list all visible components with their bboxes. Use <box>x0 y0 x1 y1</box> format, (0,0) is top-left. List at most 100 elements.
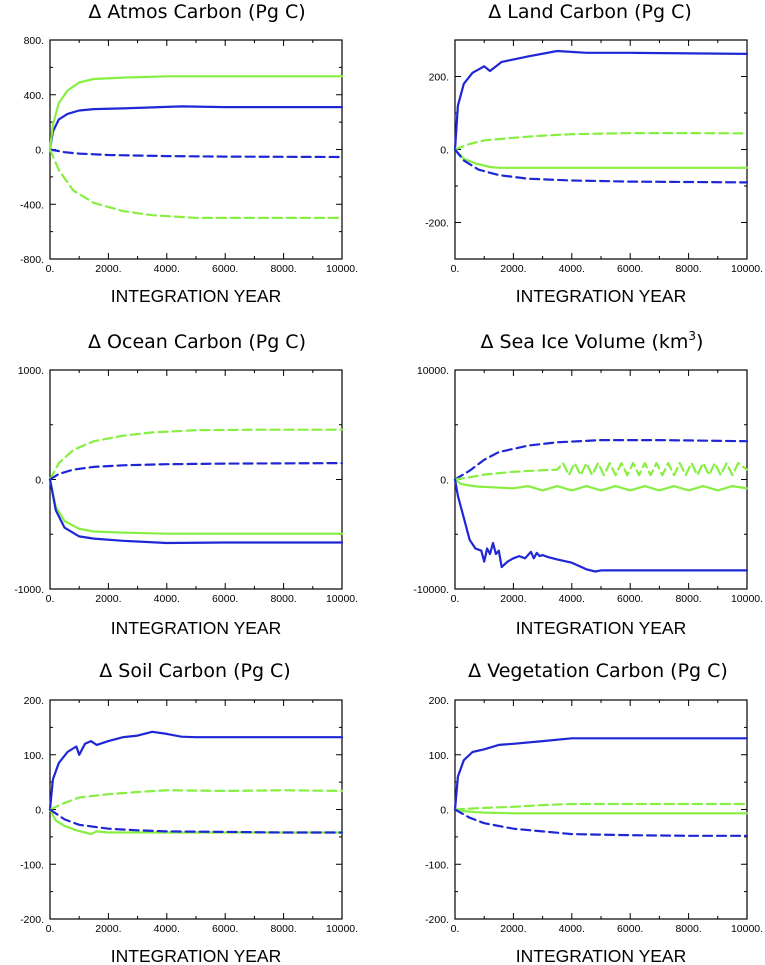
series-line-blue-dashed <box>453 439 749 481</box>
series-group <box>453 737 749 837</box>
x-tick-label: 10000. <box>326 923 358 935</box>
series-group <box>453 439 749 573</box>
series-group <box>48 730 344 836</box>
x-tick-label: 4000. <box>154 263 180 275</box>
series-line-green-dashed <box>48 148 344 219</box>
x-tick-label: 0. <box>451 263 460 275</box>
panel-title: Δ Land Carbon (Pg C) <box>488 1 692 23</box>
series-line-green-dashed <box>453 802 749 811</box>
x-tick-label: 4000. <box>154 593 180 605</box>
y-tick-label: -200. <box>425 218 449 230</box>
series-group <box>48 428 344 545</box>
y-tick-label: -800. <box>20 254 44 266</box>
series-group <box>48 75 344 219</box>
x-axis-label: INTEGRATION YEAR <box>111 286 282 306</box>
series-line-blue-solid <box>48 730 344 811</box>
y-tick-label: 200. <box>24 695 44 707</box>
y-tick-label: 0. <box>440 805 449 817</box>
x-tick-label: 10000. <box>731 593 763 605</box>
x-tick-label: 10000. <box>326 263 358 275</box>
y-tick-label: 0. <box>35 145 44 157</box>
series-line-blue-dashed <box>453 808 749 837</box>
x-axis-label: INTEGRATION YEAR <box>516 618 687 638</box>
series-line-blue-dashed <box>48 148 344 159</box>
panel-land-carbon: Δ Land Carbon (Pg C) 0. 2000. 4000. 6000. 80… <box>425 1 763 306</box>
panel-title: Δ Atmos Carbon (Pg C) <box>88 1 305 23</box>
series-line-blue-dashed <box>48 462 344 481</box>
x-tick-label: 6000. <box>212 593 238 605</box>
x-tick-label: 2000. <box>95 923 121 935</box>
axis-ticks: 0. 2000. 4000. 6000. 8000. 10000. -200. -100. 0.… <box>20 695 358 935</box>
series-line-green-dashed <box>453 132 749 151</box>
y-tick-label: 800. <box>24 35 44 47</box>
axis-ticks: 0. 2000. 4000. 6000. 8000. 10000.-10000.0.100… <box>413 365 763 605</box>
y-tick-label: -100. <box>20 859 44 871</box>
series-line-blue-solid <box>48 478 344 545</box>
y-tick-label: -10000. <box>413 584 449 596</box>
axis-ticks: 0. 2000. 4000. 6000. 8000. 10000.-1000.0.1000… <box>14 365 358 605</box>
x-tick-label: 2000. <box>500 923 526 935</box>
x-tick-label: 10000. <box>731 923 763 935</box>
x-tick-label: 4000. <box>559 593 585 605</box>
y-tick-label: 0. <box>440 145 449 157</box>
y-tick-label: 400. <box>24 90 44 102</box>
y-tick-label: 100. <box>24 750 44 762</box>
x-axis-label: INTEGRATION YEAR <box>111 618 282 638</box>
x-tick-label: 2000. <box>500 263 526 275</box>
x-tick-label: 6000. <box>617 593 643 605</box>
axis-ticks: 0. 2000. 4000. 6000. 8000. 10000. -200. -100. 0.… <box>425 695 763 935</box>
series-line-blue-dashed <box>48 808 344 834</box>
title-superscript: 3 <box>688 329 696 343</box>
series-line-green-solid <box>453 808 749 815</box>
series-line-blue-solid <box>453 49 749 151</box>
axis-ticks: 0. 2000. 4000. 6000. 8000. 10000. -800. -400. 0.… <box>20 35 358 275</box>
plot-frame <box>49 699 343 920</box>
series-line-blue-solid <box>453 478 749 573</box>
panel-title: Δ Soil Carbon (Pg C) <box>99 660 290 682</box>
x-tick-label: 4000. <box>559 923 585 935</box>
x-tick-label: 6000. <box>617 263 643 275</box>
panel-title: Δ Ocean Carbon (Pg C) <box>88 331 306 353</box>
y-tick-label: -400. <box>20 199 44 211</box>
series-line-green-solid <box>48 478 344 535</box>
y-tick-label: -200. <box>20 914 44 926</box>
panel-atmos-carbon: Δ Atmos Carbon (Pg C) 0. 2000. 4000. 6000. 8… <box>20 1 358 306</box>
x-tick-label: 8000. <box>675 263 701 275</box>
x-tick-label: 10000. <box>326 593 358 605</box>
x-tick-label: 6000. <box>212 923 238 935</box>
x-tick-label: 0. <box>451 593 460 605</box>
series-line-blue-solid <box>48 105 344 151</box>
y-tick-label: 1000. <box>18 365 44 377</box>
series-line-green-dashed <box>453 462 749 481</box>
series-group <box>453 49 749 184</box>
series-line-green-solid <box>48 75 344 151</box>
series-line-green-solid <box>48 808 344 836</box>
panel-sea-ice-volume: Δ Sea Ice Volume (km3) 0. 2000. 4000. 6000.… <box>413 329 763 638</box>
panel-title: Δ Vegetation Carbon (Pg C) <box>468 660 728 682</box>
y-tick-label: -100. <box>425 859 449 871</box>
x-tick-label: 0. <box>46 263 55 275</box>
plot-frame <box>454 699 748 920</box>
series-line-blue-dashed <box>453 148 749 184</box>
x-tick-label: 8000. <box>675 923 701 935</box>
x-tick-label: 4000. <box>559 263 585 275</box>
y-tick-label: 0. <box>35 475 44 487</box>
y-tick-label: 0. <box>35 805 44 817</box>
x-tick-label: 6000. <box>617 923 643 935</box>
y-tick-label: -200. <box>425 914 449 926</box>
y-tick-label: 200. <box>429 72 449 84</box>
panel-ocean-carbon: Δ Ocean Carbon (Pg C) 0. 2000. 4000. 6000. 8… <box>14 331 358 638</box>
plot-frame <box>49 39 343 260</box>
x-tick-label: 10000. <box>731 263 763 275</box>
series-line-green-dashed <box>48 428 344 481</box>
y-tick-label: -1000. <box>14 584 44 596</box>
y-tick-label: 100. <box>429 750 449 762</box>
x-tick-label: 6000. <box>212 263 238 275</box>
x-axis-label: INTEGRATION YEAR <box>516 286 687 306</box>
plot-frame <box>49 369 343 590</box>
x-axis-label: INTEGRATION YEAR <box>516 946 687 965</box>
plot-frame <box>454 39 748 260</box>
x-tick-label: 2000. <box>95 593 121 605</box>
series-line-green-solid <box>453 478 749 492</box>
